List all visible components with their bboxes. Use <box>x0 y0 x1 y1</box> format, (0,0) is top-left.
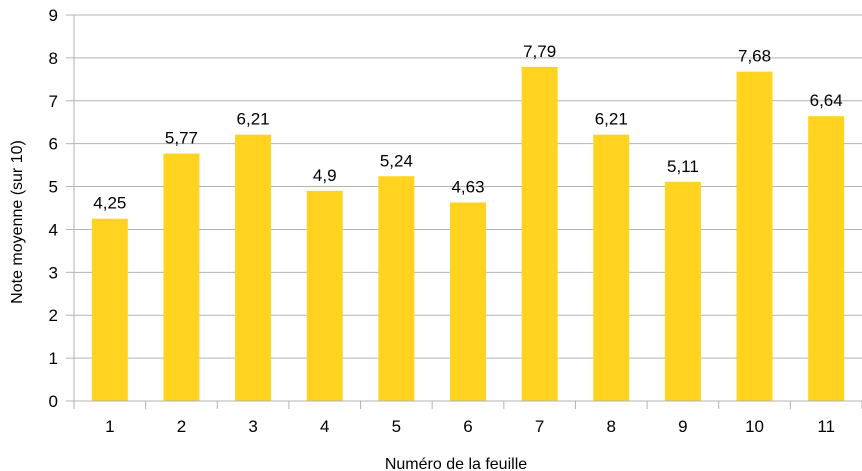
x-tick-label: 2 <box>177 417 186 436</box>
y-tick-label: 7 <box>49 92 58 111</box>
x-axis-title: Numéro de la feuille <box>385 456 527 471</box>
bar <box>664 181 701 401</box>
bar <box>306 190 343 401</box>
data-label: 7,79 <box>523 42 556 61</box>
x-tick-label: 4 <box>320 417 329 436</box>
data-label: 4,25 <box>93 194 126 213</box>
bar <box>235 134 272 401</box>
y-tick-label: 2 <box>49 306 58 325</box>
data-label: 6,21 <box>237 110 270 129</box>
y-tick-label: 5 <box>49 178 58 197</box>
x-tick-label: 5 <box>392 417 401 436</box>
y-tick-label: 4 <box>49 220 58 239</box>
y-tick-label: 1 <box>49 349 58 368</box>
data-label: 6,64 <box>810 91 843 110</box>
data-label: 7,68 <box>738 47 771 66</box>
bar <box>593 134 630 401</box>
x-tick-label: 9 <box>678 417 687 436</box>
bar <box>450 202 486 401</box>
data-label: 5,11 <box>667 157 699 176</box>
x-tick-label: 10 <box>745 417 764 436</box>
bar <box>736 71 773 401</box>
x-tick-label: 8 <box>607 417 616 436</box>
data-label: 6,21 <box>595 110 628 129</box>
data-label: 5,24 <box>380 151 413 170</box>
y-tick-label: 6 <box>49 135 58 154</box>
y-tick-label: 8 <box>49 49 58 68</box>
y-tick-label: 3 <box>49 263 58 282</box>
data-label: 5,77 <box>165 129 198 148</box>
y-axis-title: Note moyenne (sur 10) <box>9 140 26 304</box>
bar <box>91 218 128 401</box>
y-tick-label: 9 <box>49 6 58 25</box>
bar <box>521 66 558 401</box>
x-tick-label: 7 <box>535 417 544 436</box>
bar <box>163 153 200 401</box>
data-label: 4,63 <box>451 177 484 196</box>
x-tick-label: 6 <box>463 417 472 436</box>
bar <box>378 176 415 401</box>
bar <box>808 116 845 402</box>
x-tick-label: 11 <box>817 417 835 436</box>
x-tick-label: 1 <box>105 417 114 436</box>
x-tick-label: 3 <box>248 417 257 436</box>
data-label: 4,9 <box>313 166 337 185</box>
y-tick-label: 0 <box>49 392 58 411</box>
